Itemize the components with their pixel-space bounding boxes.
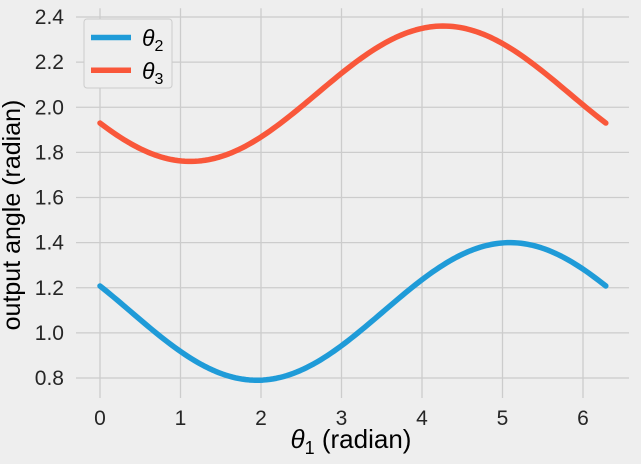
svg-text:5: 5 <box>497 407 509 430</box>
svg-text:1.0: 1.0 <box>35 322 64 345</box>
svg-text:0: 0 <box>94 407 106 430</box>
svg-text:output angle (radian): output angle (radian) <box>0 100 26 331</box>
svg-text:2.2: 2.2 <box>35 51 64 74</box>
svg-text:1.6: 1.6 <box>35 187 64 210</box>
svg-text:0.8: 0.8 <box>35 367 64 390</box>
svg-text:6: 6 <box>577 407 589 430</box>
svg-text:2.4: 2.4 <box>35 6 65 29</box>
svg-text:2.0: 2.0 <box>35 96 64 119</box>
svg-text:1.8: 1.8 <box>35 141 64 164</box>
svg-text:4: 4 <box>416 407 428 430</box>
svg-text:1: 1 <box>175 407 187 430</box>
svg-text:1.4: 1.4 <box>35 232 65 255</box>
svg-text:2: 2 <box>255 407 267 430</box>
svg-text:1.2: 1.2 <box>35 277 64 300</box>
